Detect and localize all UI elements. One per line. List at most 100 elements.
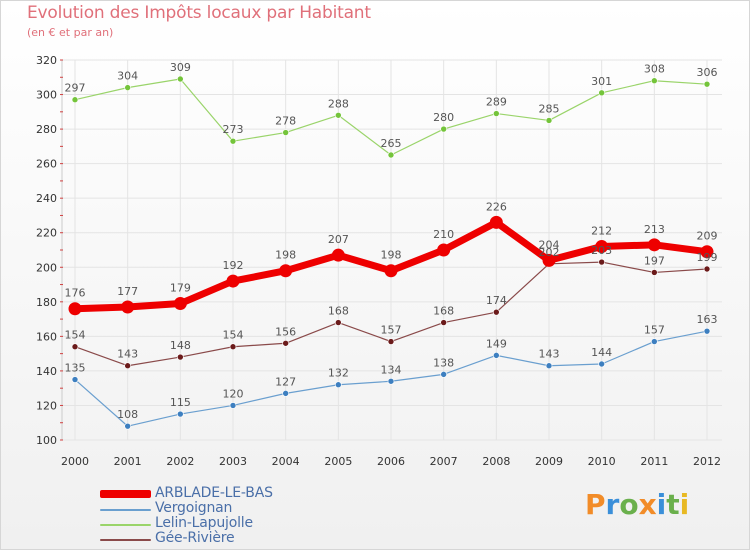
legend-label-lelin-lapujolle: Lelin-Lapujolle [155, 515, 253, 531]
legend-swatch-gee-riviere [100, 539, 151, 541]
point-arblade-le-bas-2011 [647, 238, 661, 252]
data-label-lelin-lapujolle-2006: 265 [381, 137, 402, 150]
logo-letter: r [605, 488, 620, 521]
point-lelin-lapujolle-2001 [124, 84, 131, 91]
point-arblade-le-bas-2000 [68, 302, 82, 316]
y-tick-label-160: 160 [36, 330, 57, 343]
data-label-lelin-lapujolle-2008: 289 [486, 96, 507, 109]
point-vergoignan-2003 [229, 402, 237, 409]
data-label-arblade-le-bas-2006: 198 [381, 249, 402, 262]
point-arblade-le-bas-2012 [700, 245, 714, 259]
data-label-vergoignan-2006: 134 [381, 363, 402, 376]
data-label-gee-riviere-2002: 148 [170, 339, 191, 352]
value-label-layer: 297 304 309 273 278 288 265 280 289 285 301 308 306 1… [65, 61, 718, 421]
point-gee-riviere-2005 [335, 319, 342, 326]
data-label-arblade-le-bas-2007: 210 [433, 228, 454, 241]
data-label-arblade-le-bas-2012: 209 [697, 230, 718, 243]
x-tick-label-2001: 2001 [114, 455, 142, 468]
data-label-gee-riviere-2005: 168 [328, 305, 349, 318]
point-lelin-lapujolle-2005 [335, 111, 342, 119]
data-label-arblade-le-bas-2004: 198 [275, 249, 296, 262]
legend-swatch-arblade-le-bas [100, 490, 151, 498]
point-gee-riviere-2004 [282, 339, 289, 347]
data-label-vergoignan-2011: 157 [644, 324, 665, 337]
x-tick-label-2002: 2002 [166, 455, 194, 468]
y-tick-label-180: 180 [36, 296, 57, 309]
point-vergoignan-2001 [124, 422, 131, 430]
point-gee-riviere-2011 [651, 269, 658, 276]
y-tick-label-100: 100 [36, 434, 57, 447]
point-vergoignan-2005 [335, 381, 342, 389]
point-lelin-lapujolle-2003 [229, 137, 237, 145]
point-lelin-lapujolle-2002 [177, 75, 184, 83]
data-label-lelin-lapujolle-2005: 288 [328, 97, 349, 110]
legend-label-vergoignan: Vergoignan [155, 500, 233, 516]
x-tick-label-2008: 2008 [482, 455, 510, 468]
data-label-vergoignan-2005: 132 [328, 367, 349, 380]
y-tick-label-280: 280 [36, 123, 57, 136]
logo-letter: o [619, 488, 639, 521]
point-gee-riviere-2008 [493, 308, 500, 316]
data-label-lelin-lapujolle-2002: 309 [170, 61, 191, 74]
data-label-gee-riviere-2008: 174 [486, 294, 507, 307]
point-lelin-lapujolle-2009 [545, 117, 553, 124]
point-vergoignan-2008 [493, 352, 500, 359]
data-label-vergoignan-2001: 108 [117, 408, 138, 421]
y-tick-label-220: 220 [36, 227, 57, 240]
data-label-arblade-le-bas-2008: 226 [486, 200, 507, 213]
data-label-vergoignan-2003: 120 [223, 387, 244, 400]
point-vergoignan-2009 [545, 362, 553, 370]
point-arblade-le-bas-2008 [489, 215, 503, 229]
data-label-vergoignan-2007: 138 [433, 356, 454, 369]
point-lelin-lapujolle-2012 [703, 80, 711, 88]
data-label-vergoignan-2008: 149 [486, 337, 507, 350]
data-label-gee-riviere-2000: 154 [65, 329, 86, 342]
point-vergoignan-2011 [651, 338, 658, 345]
point-arblade-le-bas-2003 [226, 274, 240, 288]
data-label-arblade-le-bas-2011: 213 [644, 223, 665, 236]
x-tick-label-2000: 2000 [61, 455, 89, 468]
x-tick-label-2012: 2012 [693, 455, 721, 468]
x-tick-label-2010: 2010 [588, 455, 616, 468]
data-label-vergoignan-2000: 135 [65, 362, 86, 375]
data-label-gee-riviere-2007: 168 [433, 305, 454, 318]
point-vergoignan-2000 [71, 376, 79, 383]
data-label-arblade-le-bas-2001: 177 [117, 285, 138, 298]
point-gee-riviere-2010 [598, 258, 605, 266]
data-label-arblade-le-bas-2003: 192 [223, 259, 244, 272]
point-gee-riviere-2003 [229, 343, 237, 351]
point-arblade-le-bas-2010 [595, 240, 609, 254]
data-label-lelin-lapujolle-2003: 273 [223, 123, 244, 136]
x-tick-label-2005: 2005 [324, 455, 352, 468]
point-gee-riviere-2001 [124, 362, 131, 370]
chart-subtitle: (en € et par an) [27, 26, 114, 39]
legend-label-arblade-le-bas: ARBLADE-LE-BAS [155, 485, 273, 501]
data-label-lelin-lapujolle-2007: 280 [433, 111, 454, 124]
axis-layer: 100 120 140 160 180 200 220 240 260 280 300 320 2000… [36, 54, 721, 468]
point-vergoignan-2006 [387, 377, 395, 385]
data-label-vergoignan-2010: 144 [591, 346, 612, 359]
data-label-vergoignan-2009: 143 [539, 348, 560, 361]
legend-swatch-vergoignan [100, 509, 151, 511]
logo-letter: P [585, 488, 606, 521]
point-vergoignan-2002 [177, 410, 184, 418]
logo-letter: t [666, 488, 680, 521]
point-gee-riviere-2000 [71, 343, 79, 351]
y-tick-label-300: 300 [36, 89, 57, 102]
chart-title: Evolution des Impôts locaux par Habitant [27, 3, 371, 23]
point-arblade-le-bas-2005 [331, 248, 345, 262]
x-tick-label-2007: 2007 [430, 455, 458, 468]
x-tick-label-2011: 2011 [640, 455, 668, 468]
point-lelin-lapujolle-2007 [440, 125, 447, 133]
point-lelin-lapujolle-2011 [651, 77, 658, 85]
legend-swatch-lelin-lapujolle [100, 524, 151, 526]
data-label-gee-riviere-2009: 202 [539, 246, 560, 259]
x-tick-label-2004: 2004 [272, 455, 300, 468]
data-label-lelin-lapujolle-2004: 278 [275, 115, 296, 128]
point-gee-riviere-2006 [387, 338, 395, 345]
point-lelin-lapujolle-2010 [598, 89, 605, 97]
series-layer [68, 75, 714, 430]
point-gee-riviere-2012 [703, 265, 711, 273]
